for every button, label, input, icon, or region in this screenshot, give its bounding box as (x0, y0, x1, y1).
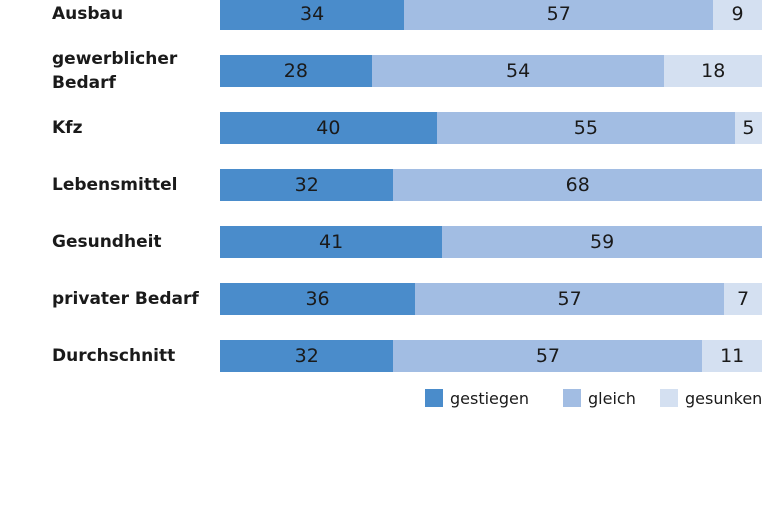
value-label: 34 (300, 3, 325, 25)
value-label: 41 (319, 231, 344, 253)
value-label: 57 (535, 345, 560, 367)
value-label: 57 (546, 3, 571, 25)
value-label: 36 (305, 288, 330, 310)
value-label: 5 (742, 117, 755, 139)
value-label: 57 (557, 288, 582, 310)
bar-segment: 32 (220, 340, 394, 372)
bar-segment: 18 (664, 55, 762, 87)
bar-segment: 55 (436, 112, 735, 144)
bar-segment: 68 (393, 169, 762, 201)
legend-label: gleich (588, 388, 636, 408)
category-label: Lebensmittel (52, 175, 178, 195)
value-label: 32 (294, 174, 319, 196)
bar-segment: 54 (371, 55, 665, 87)
value-label: 68 (565, 174, 590, 196)
category-label: Durchschnitt (52, 346, 176, 366)
legend-item: gleich (563, 387, 636, 409)
value-label: 55 (573, 117, 598, 139)
legend-label: gestiegen (450, 388, 530, 408)
bar-segment: 41 (220, 226, 443, 258)
value-label: 32 (294, 345, 319, 367)
legend-swatch (425, 389, 443, 407)
bar-segment: 9 (713, 0, 762, 30)
bar-segment: 28 (220, 55, 372, 87)
bar-segment: 40 (220, 112, 437, 144)
legend-swatch (660, 389, 678, 407)
value-label: 28 (283, 60, 308, 82)
value-label: 54 (505, 60, 531, 82)
legend-item: gesunken (660, 387, 762, 409)
value-label: 18 (701, 60, 726, 82)
bar-segment: 57 (393, 340, 703, 372)
value-label: 9 (731, 3, 744, 25)
category-label: Gesundheit (52, 232, 162, 252)
category-label: Ausbau (52, 4, 124, 24)
bar-segment: 59 (442, 226, 762, 258)
value-label: 59 (590, 231, 615, 253)
bar-segment: 5 (734, 112, 762, 144)
bar-segment: 34 (220, 0, 405, 30)
legend-swatch (563, 389, 581, 407)
legend-item: gestiegen (425, 387, 529, 409)
value-label: 40 (316, 117, 341, 139)
category-label: gewerblicher Bedarf (52, 49, 178, 93)
bar-segment: 36 (220, 283, 416, 315)
category-label: privater Bedarf (52, 289, 199, 309)
category-label: Kfz (52, 118, 83, 138)
bar-segment: 7 (724, 283, 762, 315)
value-label: 7 (736, 288, 750, 310)
bar-segment: 57 (404, 0, 714, 30)
value-label: 11 (720, 345, 745, 367)
bar-segment: 57 (415, 283, 725, 315)
bar-segment: 32 (220, 169, 394, 201)
bar-segment: 11 (702, 340, 762, 372)
legend-label: gesunken (685, 388, 763, 408)
